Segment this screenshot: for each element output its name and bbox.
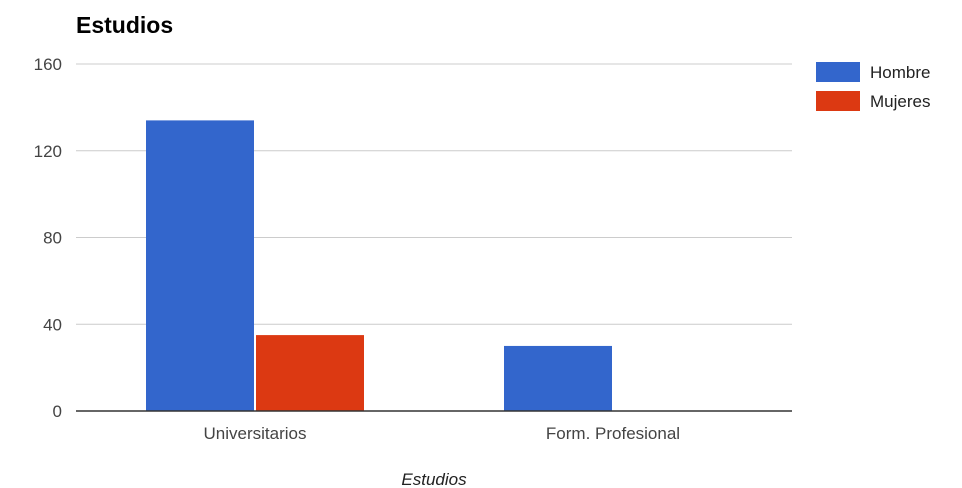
legend-label-hombre: Hombre bbox=[870, 63, 930, 82]
bar-hombre-1 bbox=[504, 345, 612, 411]
legend-swatch-mujeres bbox=[816, 91, 860, 111]
bars bbox=[146, 120, 612, 411]
x-axis-label: Estudios bbox=[401, 470, 467, 488]
y-tick-label: 120 bbox=[34, 142, 62, 161]
y-axis-ticks: 0 40 80 120 160 bbox=[34, 55, 62, 421]
x-tick-label: Universitarios bbox=[204, 424, 307, 443]
y-tick-label: 160 bbox=[34, 55, 62, 74]
x-tick-label: Form. Profesional bbox=[546, 424, 680, 443]
x-axis-ticks: Universitarios Form. Profesional bbox=[204, 424, 681, 443]
legend-label-mujeres: Mujeres bbox=[870, 92, 930, 111]
legend: Hombre Mujeres bbox=[816, 62, 930, 111]
legend-swatch-hombre bbox=[816, 62, 860, 82]
chart-title: Estudios bbox=[76, 12, 173, 38]
y-tick-label: 80 bbox=[43, 229, 62, 248]
y-tick-label: 0 bbox=[53, 402, 62, 421]
y-tick-label: 40 bbox=[43, 315, 62, 334]
bar-hombre-0 bbox=[146, 120, 254, 411]
bar-mujeres-0 bbox=[256, 335, 364, 411]
